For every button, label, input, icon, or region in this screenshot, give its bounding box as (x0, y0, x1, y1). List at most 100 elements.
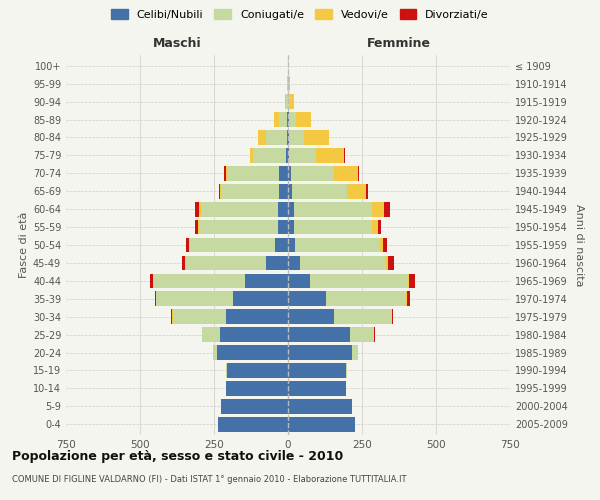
Bar (199, 202, 200, 216)
Text: COMUNE DI FIGLINE VALDARNO (FI) - Dati ISTAT 1° gennaio 2010 - Elaborazione TUTT: COMUNE DI FIGLINE VALDARNO (FI) - Dati I… (12, 475, 407, 484)
Bar (182, 256, 185, 270)
Bar (289, 76, 290, 91)
Bar (200, 202, 278, 216)
Bar (279, 166, 288, 180)
Bar (250, 148, 253, 162)
Bar (266, 256, 288, 270)
Bar (219, 184, 220, 198)
Bar (388, 256, 394, 270)
Bar (266, 130, 287, 145)
Bar (233, 292, 288, 306)
Bar (274, 112, 278, 127)
Bar (294, 202, 373, 216)
Bar (383, 238, 387, 252)
Y-axis label: Anni di nascita: Anni di nascita (574, 204, 584, 286)
Bar (292, 184, 347, 198)
Bar (202, 328, 220, 342)
Bar (227, 166, 279, 180)
Bar (226, 310, 288, 324)
Bar (288, 166, 291, 180)
Bar (221, 399, 288, 413)
Bar (278, 202, 288, 216)
Bar (288, 345, 352, 360)
Bar (288, 292, 326, 306)
Bar (409, 274, 415, 288)
Bar (259, 130, 266, 145)
Bar (300, 256, 386, 270)
Bar (212, 345, 217, 360)
Bar (287, 130, 288, 145)
Bar (296, 112, 311, 127)
Bar (155, 292, 156, 306)
Bar (288, 184, 292, 198)
Bar (288, 94, 290, 109)
Bar (334, 166, 358, 180)
Bar (304, 130, 329, 145)
Bar (195, 220, 198, 234)
Bar (350, 328, 374, 342)
Bar (253, 148, 286, 162)
Bar (380, 238, 383, 252)
Text: Popolazione per età, sesso e stato civile - 2010: Popolazione per età, sesso e stato civil… (12, 450, 343, 463)
Bar (279, 184, 288, 198)
Bar (289, 112, 296, 127)
Bar (408, 274, 409, 288)
Bar (384, 202, 390, 216)
Text: Femmine: Femmine (367, 36, 431, 50)
Bar (275, 238, 288, 252)
Bar (286, 94, 288, 109)
Bar (198, 220, 199, 234)
Bar (226, 381, 288, 396)
Bar (316, 148, 344, 162)
Bar (199, 220, 278, 234)
Bar (154, 274, 245, 288)
Bar (373, 202, 384, 216)
Bar (220, 328, 288, 342)
Bar (288, 148, 289, 162)
Bar (288, 399, 352, 413)
Bar (288, 130, 289, 145)
Bar (286, 148, 288, 162)
Bar (358, 166, 359, 180)
Bar (227, 363, 288, 378)
Bar (224, 166, 226, 180)
Bar (378, 220, 381, 234)
Bar (226, 363, 227, 378)
Legend: Celibi/Nubili, Coniugati/e, Vedovi/e, Divorziati/e: Celibi/Nubili, Coniugati/e, Vedovi/e, Di… (108, 6, 492, 23)
Bar (217, 345, 288, 360)
Bar (294, 220, 373, 234)
Bar (285, 94, 286, 109)
Bar (289, 148, 316, 162)
Bar (278, 112, 287, 127)
Bar (195, 202, 199, 216)
Bar (173, 310, 226, 324)
Bar (288, 381, 346, 396)
Bar (295, 238, 380, 252)
Bar (407, 292, 410, 306)
Bar (352, 345, 358, 360)
Text: Maschi: Maschi (152, 36, 202, 50)
Bar (334, 310, 392, 324)
Bar (150, 274, 153, 288)
Bar (288, 256, 300, 270)
Bar (288, 417, 355, 432)
Bar (373, 220, 378, 234)
Bar (326, 292, 406, 306)
Bar (190, 238, 275, 252)
Bar (346, 363, 347, 378)
Bar (288, 328, 350, 342)
Bar (288, 220, 294, 234)
Y-axis label: Fasce di età: Fasce di età (19, 212, 29, 278)
Bar (245, 274, 288, 288)
Bar (392, 310, 394, 324)
Bar (347, 184, 367, 198)
Bar (288, 363, 346, 378)
Bar (367, 184, 368, 198)
Bar (289, 130, 304, 145)
Bar (288, 202, 294, 216)
Bar (386, 256, 388, 270)
Bar (186, 256, 266, 270)
Bar (291, 166, 334, 180)
Bar (220, 184, 221, 198)
Bar (288, 310, 334, 324)
